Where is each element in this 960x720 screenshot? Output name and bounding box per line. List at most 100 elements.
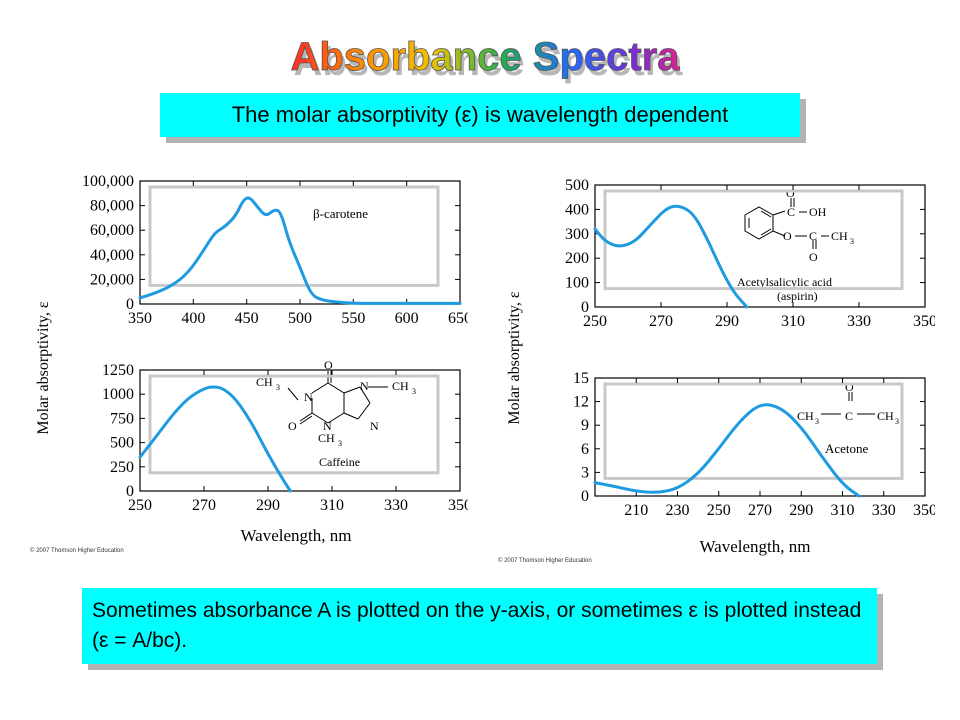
left-y-axis-label: Molar absorptivity, ε xyxy=(35,301,52,435)
x-tick-label: 310 xyxy=(831,502,855,519)
x-tick-label: 290 xyxy=(256,497,280,514)
svg-text:CH: CH xyxy=(831,229,848,243)
x-tick-label: 330 xyxy=(872,502,896,519)
y-tick-label: 0 xyxy=(581,299,589,316)
y-tick-label: 250 xyxy=(110,459,134,476)
left-figure-panel: Molar absorptivity, ε Wavelength, nm CH 3… xyxy=(28,168,468,560)
svg-text:3: 3 xyxy=(815,417,819,426)
svg-text:C: C xyxy=(787,205,795,219)
svg-text:3: 3 xyxy=(338,439,342,448)
x-tick-label: 450 xyxy=(235,310,259,327)
right-y-axis-label: Molar absorptivity, ε xyxy=(506,291,523,425)
x-tick-label: 310 xyxy=(320,497,344,514)
y-tick-label: 200 xyxy=(565,250,589,267)
svg-text:O: O xyxy=(324,358,333,372)
svg-text:3: 3 xyxy=(850,237,854,246)
series-label-acetone: Acetone xyxy=(825,441,869,456)
svg-text:O: O xyxy=(288,419,297,433)
x-tick-label: 330 xyxy=(847,313,871,330)
svg-text:(aspirin): (aspirin) xyxy=(777,289,818,303)
x-tick-label: 250 xyxy=(707,502,731,519)
svg-text:N: N xyxy=(370,419,379,433)
svg-text:N: N xyxy=(304,390,313,404)
y-tick-label: 3 xyxy=(581,464,589,481)
y-tick-label: 750 xyxy=(110,410,134,427)
caffeine-structure: CH 3 N O O N N N CH 3 CH 3 xyxy=(256,358,416,448)
aspirin-structure: O C OH O C CH 3 O Acetylsalicylic acid (a… xyxy=(737,186,854,303)
y-tick-label: 100,000 xyxy=(82,173,134,190)
x-tick-label: 350 xyxy=(128,310,152,327)
svg-text:3: 3 xyxy=(276,383,280,392)
x-tick-label: 600 xyxy=(395,310,419,327)
y-tick-label: 0 xyxy=(581,488,589,505)
svg-text:C: C xyxy=(845,409,853,423)
spectrum-line-aspirin xyxy=(593,204,749,309)
x-tick-label: 290 xyxy=(715,313,739,330)
y-tick-label: 0 xyxy=(126,296,134,313)
plot-shadow-frame xyxy=(148,374,440,475)
right-figure-panel: Molar absorptivity, ε Wavelength, nm O C… xyxy=(495,168,935,560)
x-tick-label: 250 xyxy=(128,497,152,514)
x-tick-label: 210 xyxy=(624,502,648,519)
copyright-right: © 2007 Thomson Higher Education xyxy=(498,558,592,564)
chart-acetone: 210 230 250 270 290 310 330 350 0 3 6 9 12 15 Acetone xyxy=(573,370,935,519)
svg-text:CH: CH xyxy=(797,409,814,423)
y-tick-label: 6 xyxy=(581,441,589,458)
x-tick-label: 310 xyxy=(781,313,805,330)
svg-text:C: C xyxy=(809,229,817,243)
x-tick-label: 290 xyxy=(789,502,813,519)
y-tick-label: 0 xyxy=(126,483,134,500)
y-tick-label: 80,000 xyxy=(90,198,134,215)
svg-text:N: N xyxy=(360,379,369,393)
y-tick-label: 300 xyxy=(565,226,589,243)
left-x-axis-label: Wavelength, nm xyxy=(241,526,352,545)
y-tick-label: 60,000 xyxy=(90,222,134,239)
x-tick-label: 400 xyxy=(181,310,205,327)
series-label-caffeine: Caffeine xyxy=(319,455,360,469)
spectrum-line-acetone xyxy=(593,403,861,498)
acetone-structure: O CH 3 C CH 3 xyxy=(797,380,899,426)
x-tick-label: 330 xyxy=(384,497,408,514)
spectrum-line-caffeine xyxy=(138,385,292,493)
x-tick-label: 500 xyxy=(288,310,312,327)
series-label-beta-carotene: β-carotene xyxy=(313,206,368,221)
svg-text:O: O xyxy=(809,250,818,264)
y-tick-label: 15 xyxy=(573,370,589,387)
subtitle-box: The molar absorptivity (ε) is wavelength… xyxy=(160,93,800,137)
x-tick-label: 550 xyxy=(341,310,365,327)
bottom-note-box: Sometimes absorbance A is plotted on the… xyxy=(82,588,877,664)
title-shadow: Absorbance Spectra xyxy=(293,40,683,84)
x-tick-label: 270 xyxy=(649,313,673,330)
y-tick-label: 1000 xyxy=(102,386,134,403)
x-tick-label: 350 xyxy=(913,502,935,519)
svg-text:O: O xyxy=(786,186,795,200)
chart-aspirin: 250 270 290 310 330 350 0 100 200 300 400 500 xyxy=(565,177,935,330)
x-tick-label: 250 xyxy=(583,313,607,330)
plot-frame xyxy=(594,184,926,308)
chart-caffeine: 250 270 290 310 330 350025050075010001250Caff… xyxy=(102,362,468,514)
svg-text:CH: CH xyxy=(392,379,409,393)
svg-text:3: 3 xyxy=(412,387,416,396)
svg-text:Acetylsalicylic acid: Acetylsalicylic acid xyxy=(737,275,832,289)
x-tick-label: 350 xyxy=(448,497,468,514)
svg-text:O: O xyxy=(845,380,854,394)
plot-shadow-frame xyxy=(148,185,440,287)
y-tick-label: 1250 xyxy=(102,362,134,379)
plot-frame xyxy=(139,369,461,492)
plot-shadow-frame xyxy=(603,382,904,480)
copyright-left: © 2007 Thomson Higher Education xyxy=(30,548,124,554)
right-figure: Molar absorptivity, ε Wavelength, nm O C… xyxy=(506,177,935,556)
slide-title: Absorbance Spectra Absorbance Spectra xyxy=(290,35,683,84)
y-tick-label: 100 xyxy=(565,275,589,292)
plot-shadow-frame xyxy=(603,189,904,291)
x-tick-label: 270 xyxy=(748,502,772,519)
svg-text:OH: OH xyxy=(809,205,827,219)
svg-text:3: 3 xyxy=(895,417,899,426)
svg-text:CH: CH xyxy=(877,409,894,423)
y-tick-label: 20,000 xyxy=(90,271,134,288)
y-tick-label: 400 xyxy=(565,201,589,218)
right-x-axis-label: Wavelength, nm xyxy=(700,537,811,556)
y-tick-label: 500 xyxy=(110,435,134,452)
y-tick-label: 12 xyxy=(573,394,589,411)
svg-text:CH: CH xyxy=(256,375,273,389)
